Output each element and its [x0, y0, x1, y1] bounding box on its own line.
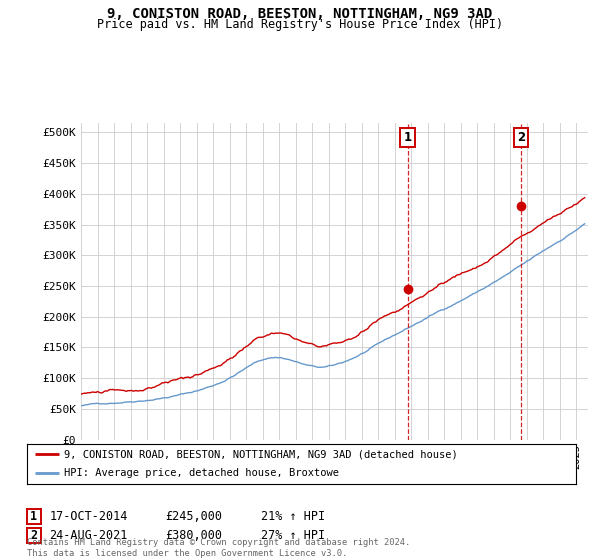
- Text: Contains HM Land Registry data © Crown copyright and database right 2024.
This d: Contains HM Land Registry data © Crown c…: [27, 538, 410, 558]
- Text: 17-OCT-2014: 17-OCT-2014: [49, 510, 128, 523]
- Text: 9, CONISTON ROAD, BEESTON, NOTTINGHAM, NG9 3AD: 9, CONISTON ROAD, BEESTON, NOTTINGHAM, N…: [107, 7, 493, 21]
- Text: 2: 2: [31, 529, 37, 542]
- Text: 27% ↑ HPI: 27% ↑ HPI: [261, 529, 325, 542]
- Text: 2: 2: [517, 131, 525, 144]
- Text: £380,000: £380,000: [165, 529, 222, 542]
- Text: Price paid vs. HM Land Registry's House Price Index (HPI): Price paid vs. HM Land Registry's House …: [97, 18, 503, 31]
- Text: £245,000: £245,000: [165, 510, 222, 523]
- Text: 21% ↑ HPI: 21% ↑ HPI: [261, 510, 325, 523]
- Text: 9, CONISTON ROAD, BEESTON, NOTTINGHAM, NG9 3AD (detached house): 9, CONISTON ROAD, BEESTON, NOTTINGHAM, N…: [64, 449, 458, 459]
- Text: HPI: Average price, detached house, Broxtowe: HPI: Average price, detached house, Brox…: [64, 468, 340, 478]
- Text: 1: 1: [404, 131, 412, 144]
- Text: 1: 1: [31, 510, 37, 523]
- Text: 24-AUG-2021: 24-AUG-2021: [49, 529, 128, 542]
